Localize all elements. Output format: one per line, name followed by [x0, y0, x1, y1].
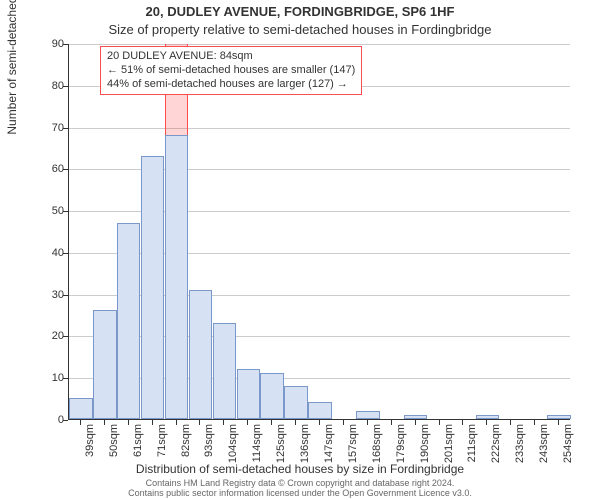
xtick-mark — [128, 420, 129, 425]
xtick-label: 125sqm — [275, 424, 287, 474]
xtick-mark — [271, 420, 272, 425]
ytick-mark — [63, 336, 68, 337]
xtick-mark — [247, 420, 248, 425]
ytick-label: 0 — [34, 414, 64, 426]
histogram-bar — [213, 323, 236, 419]
ytick-mark — [63, 44, 68, 45]
histogram-bar — [237, 369, 260, 419]
chart-title-sub: Size of property relative to semi-detach… — [0, 22, 600, 37]
xtick-mark — [486, 420, 487, 425]
xtick-label: 211sqm — [466, 424, 478, 474]
xtick-label: 243sqm — [538, 424, 550, 474]
xtick-mark — [391, 420, 392, 425]
xtick-mark — [534, 420, 535, 425]
ytick-label: 80 — [34, 80, 64, 92]
xtick-label: 254sqm — [562, 424, 574, 474]
xtick-label: 233sqm — [514, 424, 526, 474]
histogram-bar — [117, 223, 140, 419]
xtick-label: 136sqm — [299, 424, 311, 474]
xtick-label: 61sqm — [132, 424, 144, 474]
footer-line-1: Contains HM Land Registry data © Crown c… — [146, 478, 455, 488]
ytick-label: 30 — [34, 289, 64, 301]
xtick-mark — [510, 420, 511, 425]
xtick-mark — [319, 420, 320, 425]
xtick-label: 50sqm — [108, 424, 120, 474]
callout-line-1: 20 DUDLEY AVENUE: 84sqm — [107, 50, 355, 64]
histogram-bar — [93, 310, 116, 419]
callout-line-3: 44% of semi-detached houses are larger (… — [107, 78, 355, 92]
ytick-label: 90 — [34, 38, 64, 50]
xtick-label: 168sqm — [371, 424, 383, 474]
histogram-bar — [260, 373, 283, 419]
ytick-mark — [63, 295, 68, 296]
ytick-label: 40 — [34, 247, 64, 259]
gridline — [69, 128, 570, 129]
y-axis-label: Number of semi-detached properties — [5, 0, 19, 135]
xtick-label: 222sqm — [490, 424, 502, 474]
xtick-mark — [462, 420, 463, 425]
ytick-label: 50 — [34, 205, 64, 217]
xtick-label: 201sqm — [443, 424, 455, 474]
callout-box: 20 DUDLEY AVENUE: 84sqm ← 51% of semi-de… — [100, 46, 362, 95]
ytick-mark — [63, 169, 68, 170]
callout-line-2: ← 51% of semi-detached houses are smalle… — [107, 64, 355, 78]
ytick-mark — [63, 86, 68, 87]
xtick-mark — [223, 420, 224, 425]
xtick-mark — [80, 420, 81, 425]
histogram-bar — [141, 156, 164, 419]
xtick-label: 147sqm — [323, 424, 335, 474]
ytick-mark — [63, 128, 68, 129]
xtick-label: 71sqm — [156, 424, 168, 474]
footer-line-2: Contains public sector information licen… — [128, 488, 472, 498]
xtick-label: 82sqm — [180, 424, 192, 474]
histogram-bar — [189, 290, 212, 420]
xtick-mark — [295, 420, 296, 425]
xtick-mark — [439, 420, 440, 425]
xtick-label: 179sqm — [395, 424, 407, 474]
histogram-bar — [356, 411, 379, 419]
xtick-mark — [199, 420, 200, 425]
histogram-bar — [69, 398, 92, 419]
xtick-label: 104sqm — [227, 424, 239, 474]
xtick-label: 93sqm — [203, 424, 215, 474]
xtick-mark — [558, 420, 559, 425]
xtick-label: 114sqm — [251, 424, 263, 474]
xtick-mark — [415, 420, 416, 425]
ytick-label: 10 — [34, 372, 64, 384]
histogram-bar — [284, 386, 307, 419]
ytick-label: 20 — [34, 330, 64, 342]
xtick-mark — [343, 420, 344, 425]
ytick-mark — [63, 378, 68, 379]
chart-container: 20, DUDLEY AVENUE, FORDINGBRIDGE, SP6 1H… — [0, 0, 600, 500]
ytick-mark — [63, 420, 68, 421]
ytick-label: 60 — [34, 163, 64, 175]
histogram-bar — [476, 415, 499, 419]
xtick-label: 39sqm — [84, 424, 96, 474]
histogram-bar — [165, 135, 188, 419]
chart-title-main: 20, DUDLEY AVENUE, FORDINGBRIDGE, SP6 1H… — [0, 4, 600, 19]
footer-attribution: Contains HM Land Registry data © Crown c… — [0, 478, 600, 499]
ytick-mark — [63, 211, 68, 212]
xtick-label: 190sqm — [419, 424, 431, 474]
histogram-bar — [547, 415, 570, 419]
xtick-mark — [104, 420, 105, 425]
ytick-mark — [63, 253, 68, 254]
xtick-mark — [367, 420, 368, 425]
histogram-bar — [308, 402, 331, 419]
gridline — [69, 44, 570, 45]
ytick-label: 70 — [34, 122, 64, 134]
plot-area — [68, 44, 570, 420]
xtick-mark — [152, 420, 153, 425]
xtick-label: 157sqm — [347, 424, 359, 474]
xtick-mark — [176, 420, 177, 425]
histogram-bar — [404, 415, 427, 419]
